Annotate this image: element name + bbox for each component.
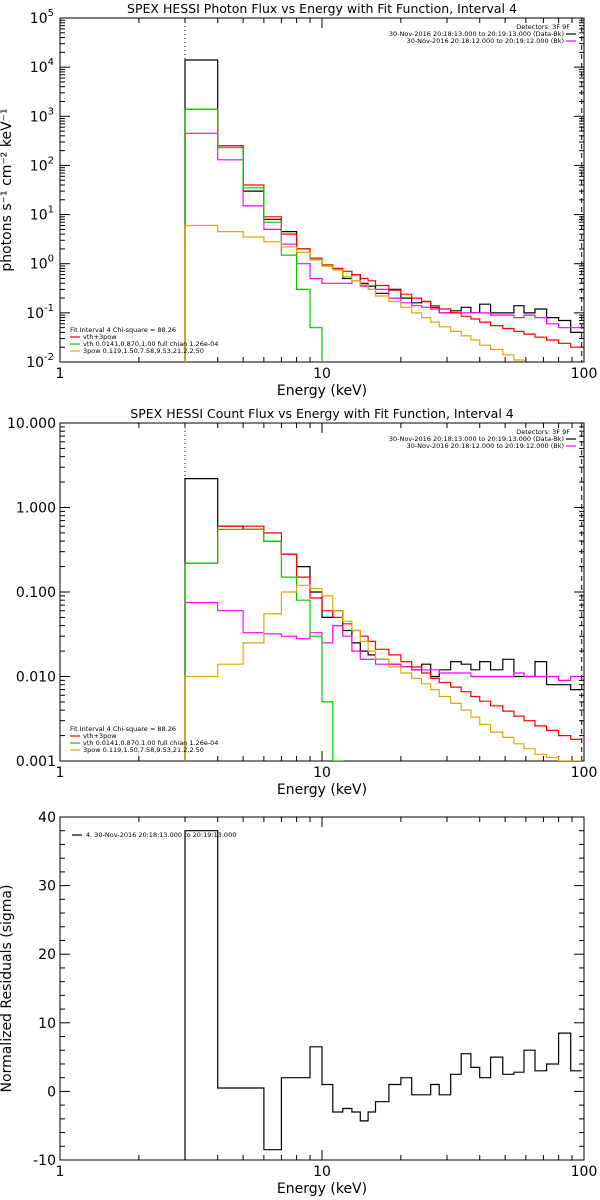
chart-title: SPEX HESSI Count Flux vs Energy with Fit… bbox=[130, 406, 513, 421]
x-tick-label: 100 bbox=[571, 765, 598, 781]
photon-flux-panel: 1 10 100 Energy (keV) 10-2 10-1 100 101 102 103 10… bbox=[0, 1, 597, 399]
count-flux-panel: 1 10 100 Energy (keV) 0.001 0.010 0.100 1.000 10… bbox=[7, 406, 597, 798]
x-tick-label: 10 bbox=[313, 366, 331, 382]
series-vth-3pow-line bbox=[184, 108, 582, 362]
x-tick-label: 1 bbox=[56, 1164, 65, 1180]
y-axis-label: photons s⁻¹ cm⁻² keV⁻¹ bbox=[0, 108, 15, 271]
x-axis-label: Energy (keV) bbox=[277, 383, 367, 399]
y-axis-ticks bbox=[60, 422, 584, 762]
x-axis-ticks bbox=[59, 423, 585, 761]
y-tick-label: 100 bbox=[30, 254, 54, 273]
legend-entry: 30-Nov-2016 20:18:13.000 to 20:19:13.000… bbox=[389, 435, 564, 443]
x-tick-label: 1 bbox=[56, 765, 65, 781]
legend-entry: vth+3pow bbox=[83, 333, 117, 341]
y-tick-label: 101 bbox=[30, 205, 54, 224]
y-tick-label: 0.100 bbox=[16, 585, 56, 601]
plot-frame bbox=[59, 17, 585, 363]
y-tick-label: -10 bbox=[33, 1153, 56, 1169]
series-vth-line bbox=[184, 528, 344, 761]
legend-entry: vth 0.0141,0.870,1.00 full chian 1.26e-0… bbox=[83, 739, 218, 747]
legend-entry: 30-Nov-2016 20:18:12.000 to 20:19:12.000… bbox=[407, 442, 564, 450]
series-data-bk-line bbox=[184, 59, 582, 362]
series-3pow-line bbox=[184, 224, 525, 362]
y-tick-label: 1.000 bbox=[16, 501, 56, 517]
legend-entry: vth+3pow bbox=[83, 732, 117, 740]
x-tick-label: 10 bbox=[313, 765, 331, 781]
y-tick-label: 103 bbox=[30, 106, 54, 125]
x-tick-label: 10 bbox=[313, 1164, 331, 1180]
y-tick-label: 10-1 bbox=[26, 303, 54, 322]
y-axis-ticks bbox=[60, 17, 584, 363]
y-tick-label: 104 bbox=[30, 57, 54, 76]
legend-detectors: Detectors: 3F 9F bbox=[516, 428, 570, 436]
y-axis-label: Normalized Residuals (sigma) bbox=[0, 885, 15, 1093]
legend-entry: 3pow 0.119,1.50,7.58,9.53,21.2,2.50 bbox=[83, 746, 204, 754]
x-axis-label: Energy (keV) bbox=[277, 782, 367, 798]
series-group bbox=[184, 830, 582, 1160]
series-group bbox=[184, 478, 582, 761]
x-axis-label: Energy (keV) bbox=[277, 1181, 367, 1197]
y-tick-label: 30 bbox=[38, 879, 56, 895]
series-3pow-line bbox=[184, 584, 582, 761]
x-axis-ticks bbox=[59, 817, 585, 1160]
legend-entry: Fit Interval 4 Chi-square = 88.26 bbox=[70, 326, 176, 334]
series-data-bk-line bbox=[184, 478, 582, 761]
series-bk-line bbox=[184, 132, 582, 362]
series-residuals-line bbox=[184, 830, 582, 1160]
legend-entry: 3pow 0.119,1.50,7.58,9.53,21.2,2.50 bbox=[83, 347, 204, 355]
y-tick-label: 105 bbox=[30, 8, 54, 27]
y-tick-label: 102 bbox=[30, 155, 54, 174]
residuals-panel: 1 10 100 Energy (keV) -10 0 10 20 30 40 Normalized… bbox=[0, 810, 597, 1197]
legend-entry: Fit Interval 4 Chi-square = 88.26 bbox=[70, 725, 176, 733]
y-tick-label: 40 bbox=[38, 810, 56, 826]
legend-entry: 30-Nov-2016 20:18:13.000 to 20:19:13.000… bbox=[389, 30, 564, 38]
series-vth-3pow-line bbox=[184, 525, 582, 761]
legend-detectors: Detectors: 3F 9F bbox=[516, 23, 570, 31]
y-tick-label: 10 bbox=[38, 1016, 56, 1032]
legend-entry: 30-Nov-2016 20:18:12.000 to 20:19:12.000… bbox=[407, 37, 564, 45]
y-tick-label: 20 bbox=[38, 947, 56, 963]
plot-frame bbox=[59, 816, 585, 1161]
x-axis-ticks bbox=[59, 18, 585, 362]
x-tick-label: 1 bbox=[56, 366, 65, 382]
x-tick-label: 100 bbox=[571, 1164, 598, 1180]
y-tick-label: 0.001 bbox=[16, 754, 56, 770]
y-tick-label: 10.000 bbox=[7, 416, 56, 432]
y-tick-label: 0 bbox=[47, 1084, 56, 1100]
series-bk-line bbox=[184, 602, 582, 761]
chart-title: SPEX HESSI Photon Flux vs Energy with Fi… bbox=[127, 1, 517, 16]
y-tick-label: 10-2 bbox=[26, 352, 54, 371]
series-group bbox=[184, 59, 582, 362]
legend-entry: 4. 30-Nov-2016 20:18:13.000 to 20:19:13.… bbox=[86, 831, 236, 839]
y-tick-label: 0.010 bbox=[16, 670, 56, 686]
x-tick-label: 100 bbox=[571, 366, 598, 382]
legend-entry: vth 0.0141,0.870,1.00 full chian 1.26e-0… bbox=[83, 340, 218, 348]
y-axis-ticks bbox=[60, 816, 584, 1161]
series-vth-line bbox=[184, 108, 323, 362]
